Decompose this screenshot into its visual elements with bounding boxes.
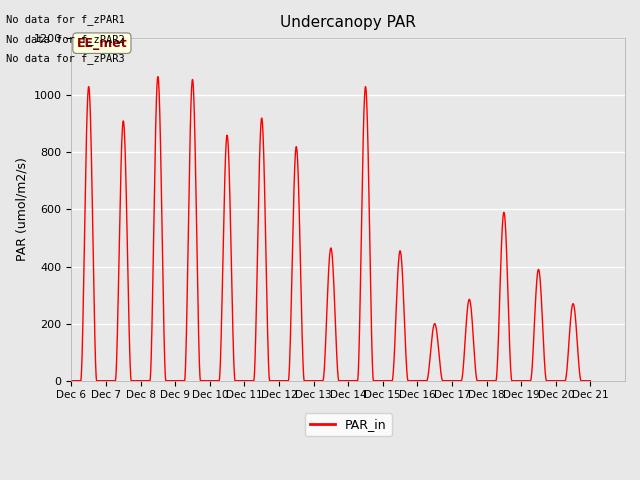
Text: No data for f_zPAR3: No data for f_zPAR3 <box>6 53 125 64</box>
Text: No data for f_zPAR2: No data for f_zPAR2 <box>6 34 125 45</box>
Text: No data for f_zPAR1: No data for f_zPAR1 <box>6 14 125 25</box>
Legend: PAR_in: PAR_in <box>305 413 392 436</box>
Y-axis label: PAR (umol/m2/s): PAR (umol/m2/s) <box>15 157 28 261</box>
Title: Undercanopy PAR: Undercanopy PAR <box>280 15 416 30</box>
Text: EE_met: EE_met <box>77 36 127 49</box>
